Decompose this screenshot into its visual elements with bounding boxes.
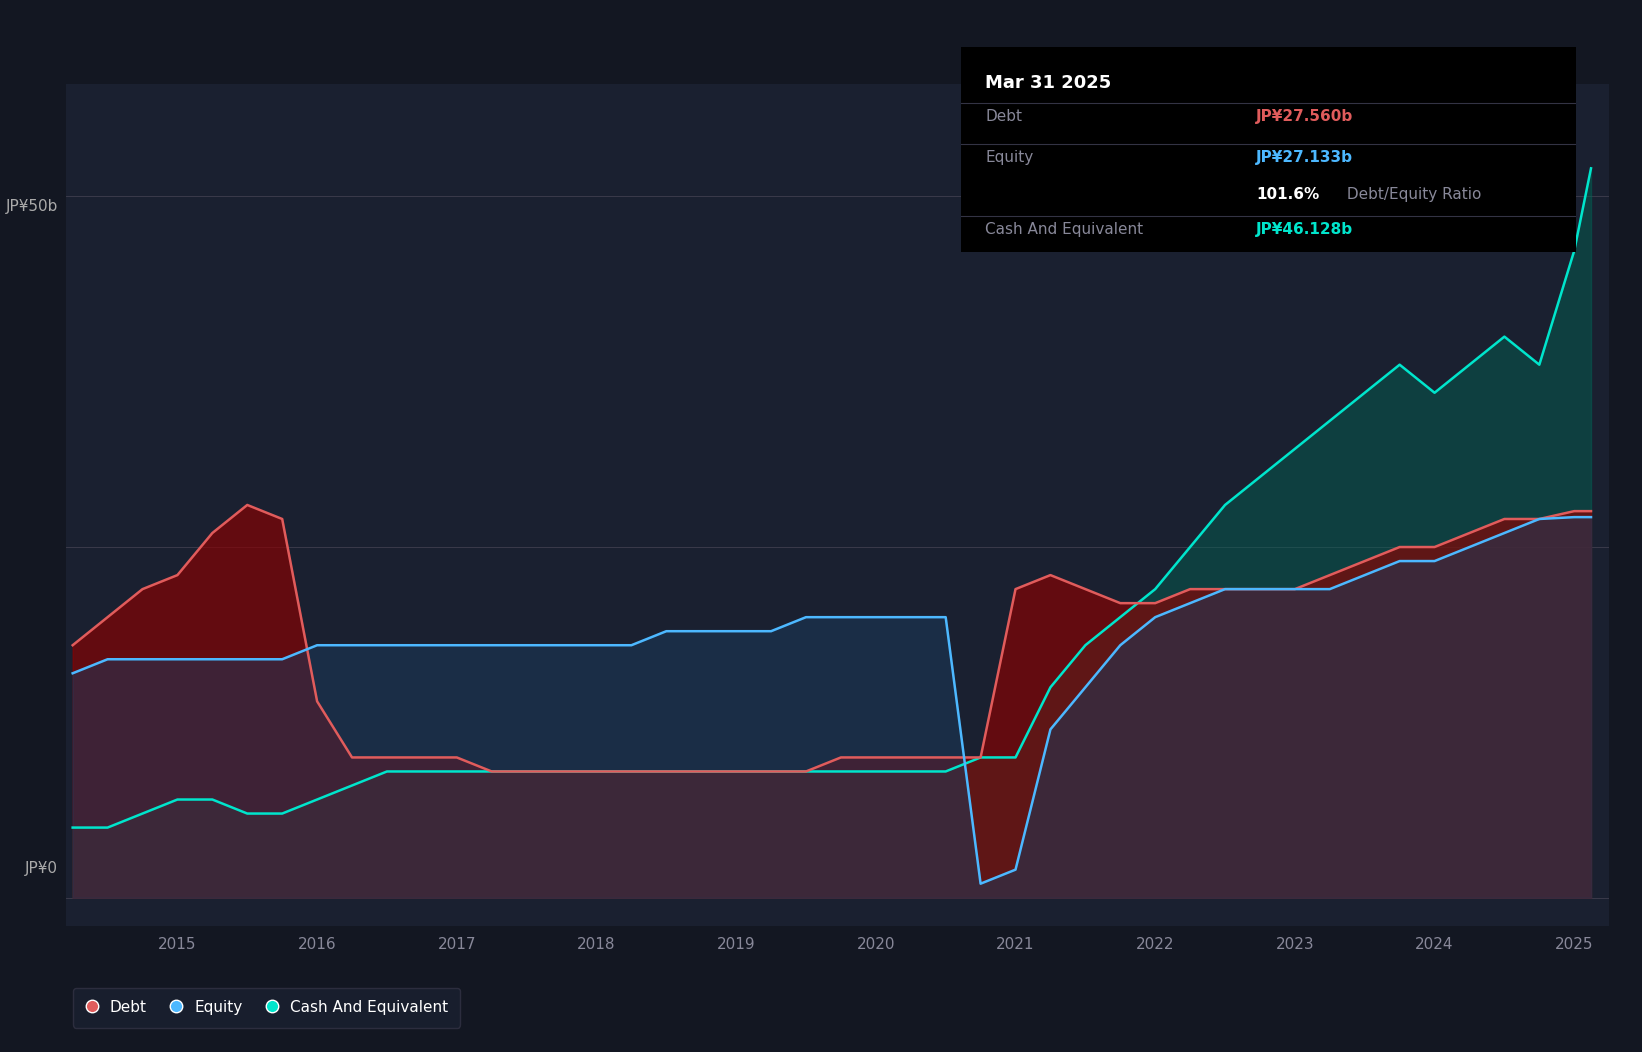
Text: 101.6%: 101.6% xyxy=(1256,187,1320,202)
Text: JP¥27.560b: JP¥27.560b xyxy=(1256,108,1353,124)
Text: JP¥0: JP¥0 xyxy=(25,861,57,876)
Text: Equity: Equity xyxy=(985,149,1033,165)
Legend: Debt, Equity, Cash And Equivalent: Debt, Equity, Cash And Equivalent xyxy=(74,988,460,1028)
Text: Cash And Equivalent: Cash And Equivalent xyxy=(985,222,1143,237)
Text: Mar 31 2025: Mar 31 2025 xyxy=(985,74,1112,92)
Text: Debt/Equity Ratio: Debt/Equity Ratio xyxy=(1343,187,1481,202)
Text: Debt: Debt xyxy=(985,108,1023,124)
Text: JP¥46.128b: JP¥46.128b xyxy=(1256,222,1353,237)
Text: JP¥50b: JP¥50b xyxy=(5,199,57,214)
Text: JP¥27.133b: JP¥27.133b xyxy=(1256,149,1353,165)
